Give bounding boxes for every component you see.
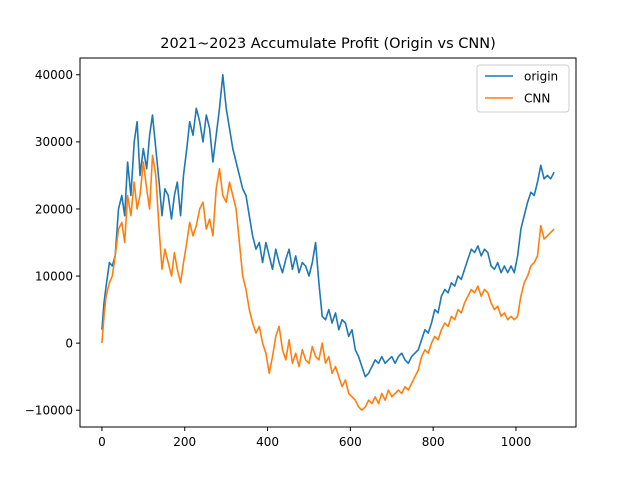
plot-frame bbox=[79, 57, 577, 428]
x-tick-label: 0 bbox=[98, 435, 106, 449]
legend-label-origin: origin bbox=[524, 70, 558, 84]
series-line-cnn bbox=[101, 154, 555, 412]
series-layer bbox=[101, 74, 555, 412]
y-axis-ticks: −10000 0 10000 20000 30000 40000 bbox=[25, 68, 80, 418]
y-tick-label: 40000 bbox=[35, 68, 73, 82]
legend: origin CNN bbox=[476, 64, 570, 113]
legend-label-cnn: CNN bbox=[524, 92, 550, 106]
x-axis-ticks: 0 200 400 600 800 1000 bbox=[98, 427, 531, 449]
x-tick-label: 200 bbox=[173, 435, 196, 449]
y-tick-label: 30000 bbox=[35, 135, 73, 149]
y-tick-label: 10000 bbox=[35, 269, 73, 283]
y-tick-label: −10000 bbox=[25, 404, 73, 418]
x-tick-label: 800 bbox=[422, 435, 445, 449]
series-line-origin bbox=[101, 74, 555, 378]
y-tick-label: 20000 bbox=[35, 202, 73, 216]
y-tick-label: 0 bbox=[65, 336, 73, 350]
chart-title: 2021~2023 Accumulate Profit (Origin vs C… bbox=[160, 36, 496, 52]
x-tick-label: 600 bbox=[339, 435, 362, 449]
x-tick-label: 400 bbox=[256, 435, 279, 449]
x-tick-label: 1000 bbox=[501, 435, 532, 449]
